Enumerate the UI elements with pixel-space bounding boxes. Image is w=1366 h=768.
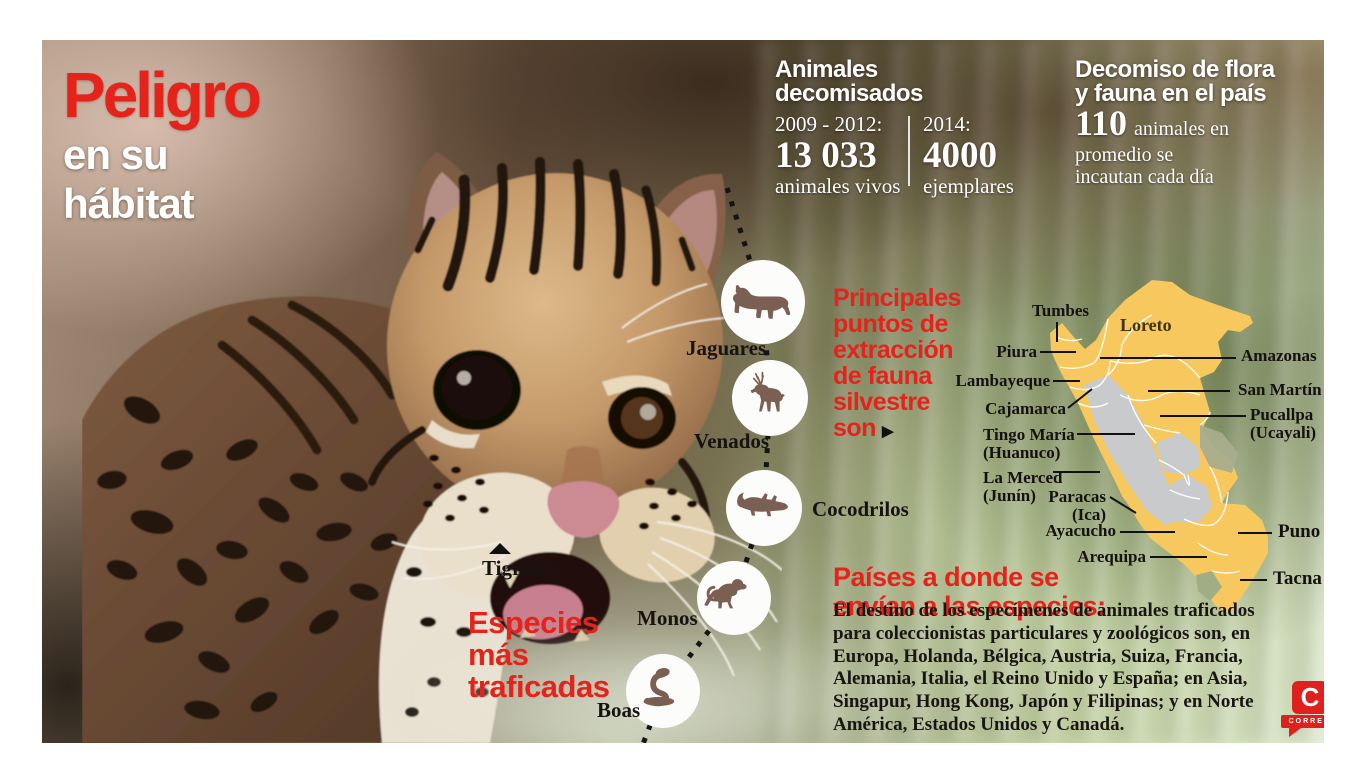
map-label-pucallpa: Pucallpa (Ucayali): [1250, 405, 1317, 442]
arrow-right-icon: ▶: [881, 423, 894, 440]
label-jaguares: Jaguares: [686, 336, 767, 360]
stat-2009-2012: 2009 - 2012: 13 033 animales vivos: [775, 112, 901, 198]
map-label-paracas: Paracas (Ica): [1048, 487, 1106, 524]
destinations-heading: Países a donde se envían a las especies:: [833, 562, 1106, 621]
flora-fauna-heading: Decomiso de flora y fauna en el país: [1075, 56, 1275, 107]
logo-letter: C: [1300, 682, 1320, 712]
logo-tail: [1289, 728, 1301, 737]
stats-divider: [908, 116, 910, 186]
map-label-puno: Puno: [1278, 521, 1321, 542]
species-chain: [626, 187, 808, 743]
map-label-la-merced: La Merced (Junín): [983, 468, 1063, 505]
map-label-san-martin: San Martín: [1238, 380, 1322, 399]
map-label-cajamarca: Cajamarca: [985, 399, 1066, 418]
logo-name: CORREO: [1281, 715, 1324, 728]
map-label-amazonas: Amazonas: [1241, 346, 1317, 365]
infographic-canvas: Peligro en su hábitat Animales decomisad…: [42, 40, 1324, 743]
label-venados: Venados: [694, 429, 770, 453]
map-label-piura: Piura: [996, 342, 1037, 361]
label-monos: Monos: [637, 606, 698, 630]
daily-seizure-stat: 110 animales en promedio se incautan cada…: [1075, 103, 1229, 188]
title-line-2: en su: [63, 130, 169, 178]
stat-110: 110: [1075, 103, 1128, 143]
stat-2014: 2014: 4000 ejemplares: [923, 112, 1014, 198]
seized-animals-heading: Animales decomisados: [775, 56, 923, 107]
map-label-lambayeque: Lambayeque: [955, 371, 1050, 390]
correo-logo: C CORREO: [1281, 681, 1324, 737]
map-label-loreto: Loreto: [1120, 315, 1172, 335]
title-line-1: Peligro: [63, 59, 262, 131]
up-triangle-icon: [489, 543, 511, 554]
page-title: Peligro en su hábitat: [63, 59, 262, 227]
label-tigrillos: Tigrillos: [482, 556, 558, 580]
peru-map: [1040, 280, 1272, 615]
title-line-3: hábitat: [63, 179, 195, 227]
extraction-heading: Principales puntos de extracción de faun…: [833, 284, 961, 442]
map-label-tumbes: Tumbes: [1032, 301, 1090, 320]
ocelot-photo: [82, 152, 782, 743]
most-trafficked-heading: Especies más traficadas: [468, 605, 610, 704]
label-boas: Boas: [597, 698, 641, 722]
label-cocodrilos: Cocodrilos: [812, 497, 909, 521]
map-label-tingo-maria: Tingo María (Huanuco): [983, 425, 1075, 462]
map-label-tacna: Tacna: [1273, 568, 1322, 589]
map-label-ayacucho: Ayacucho: [1045, 521, 1116, 540]
destinations-paragraph: El destino de los especímenes de animale…: [833, 600, 1255, 735]
map-leader-lines: [1040, 322, 1272, 581]
map-label-arequipa: Arequipa: [1077, 547, 1146, 566]
